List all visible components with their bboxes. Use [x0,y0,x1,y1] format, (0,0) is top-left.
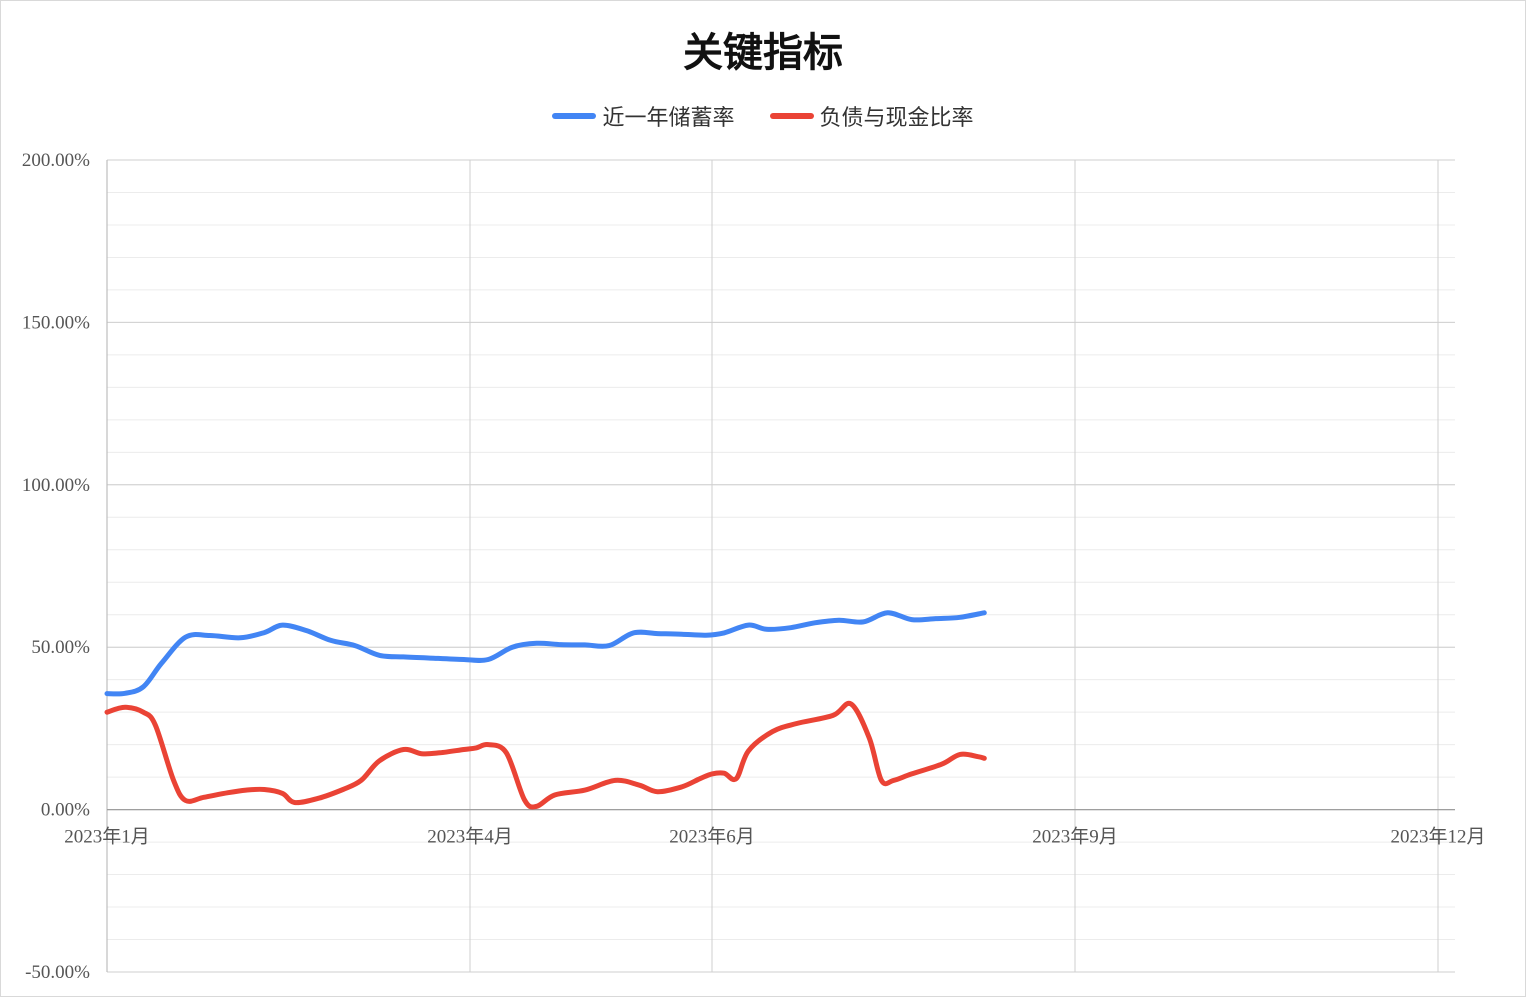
y-tick-label: 200.00% [22,150,90,171]
y-tick-label: -50.00% [25,962,90,983]
legend-label-savings-rate: 近一年储蓄率 [602,106,735,131]
y-tick-label: 150.00% [22,312,90,333]
y-tick-label: 0.00% [41,800,90,821]
legend-label-debt-cash-ratio: 负债与现金比率 [819,106,974,131]
chart-title: 关键指标 [683,29,843,76]
series-line-debt-cash-ratio[interactable] [104,700,987,810]
y-tick-label: 100.00% [22,475,90,496]
major-gridlines [106,159,1455,973]
x-tick-labels: 2023年1月 2023年4月 2023年6月 2023年9月 2023年12月 [64,826,1485,848]
axes [106,160,1455,972]
series-lines [104,610,987,810]
minor-gridlines [107,159,1455,973]
legend-swatch-savings-rate [552,113,597,119]
legend-swatch-debt-cash-ratio [769,113,814,119]
series-line-savings-rate[interactable] [104,610,987,697]
x-tick-label: 2023年12月 [1390,826,1485,848]
chart-legend: 近一年储蓄率 负债与现金比率 [0,100,1526,132]
y-tick-labels: 200.00% 150.00% 100.00% 50.00% 0.00% -50.00% [22,150,90,983]
legend-item-savings-rate[interactable]: 近一年储蓄率 [552,100,735,132]
x-tick-label: 2023年6月 [669,826,755,848]
x-tick-label: 2023年9月 [1032,826,1118,848]
x-tick-label: 2023年4月 [427,826,513,848]
y-tick-label: 50.00% [31,637,90,658]
legend-item-debt-cash-ratio[interactable]: 负债与现金比率 [769,100,974,132]
x-tick-label: 2023年1月 [64,826,150,848]
